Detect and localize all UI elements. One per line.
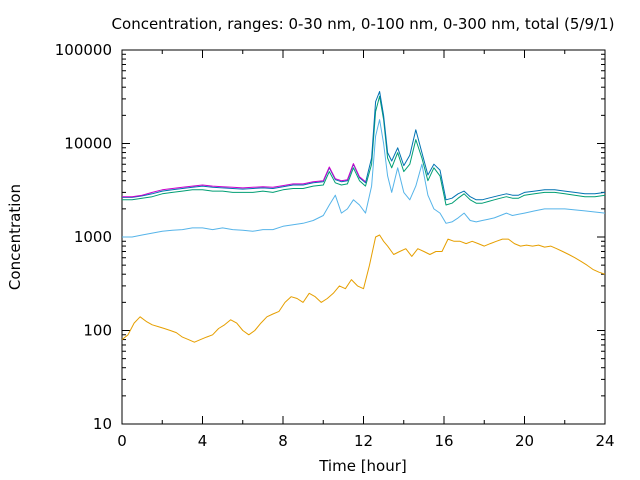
x-tick-label: 4 bbox=[198, 432, 208, 450]
y-axis-label: Concentration bbox=[6, 184, 24, 290]
plot-frame bbox=[121, 49, 606, 425]
y-tick-label: 100 bbox=[83, 322, 112, 340]
y-tick-label: 1000 bbox=[74, 228, 112, 246]
x-tick-label: 24 bbox=[595, 432, 614, 450]
x-tick-label: 16 bbox=[434, 432, 453, 450]
x-axis-label: Time [hour] bbox=[318, 457, 407, 475]
series-line-5 bbox=[122, 163, 366, 198]
x-tick-label: 12 bbox=[354, 432, 373, 450]
series-line-2 bbox=[122, 119, 606, 238]
axis-ticks bbox=[121, 49, 606, 425]
x-tick-label: 20 bbox=[515, 432, 534, 450]
series-line-1 bbox=[121, 234, 606, 343]
series-line-4 bbox=[122, 91, 606, 201]
x-tick-label: 0 bbox=[117, 432, 127, 450]
y-tick-label: 100000 bbox=[55, 41, 112, 59]
x-tick-labels: 0 4 8 12 16 20 24 bbox=[117, 432, 614, 450]
series-line-3 bbox=[122, 95, 606, 206]
y-tick-label: 10 bbox=[93, 415, 112, 433]
y-tick-labels: 10 100 1000 10000 100000 bbox=[55, 41, 112, 433]
y-tick-label: 10000 bbox=[64, 135, 112, 153]
chart-title: Concentration, ranges: 0-30 nm, 0-100 nm… bbox=[112, 15, 615, 33]
x-tick-label: 8 bbox=[278, 432, 288, 450]
series-lines bbox=[121, 91, 606, 343]
